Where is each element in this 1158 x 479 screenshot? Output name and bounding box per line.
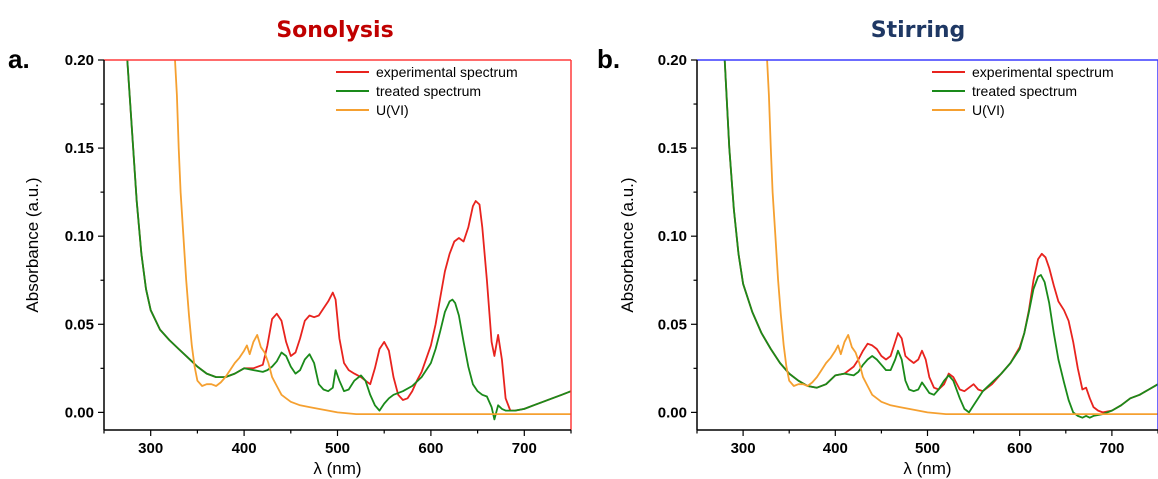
series-line-2 [766,60,1158,415]
series-line-2 [174,60,571,415]
x-tick-label: 700 [1099,440,1124,457]
y-tick-label: 0.20 [65,52,94,69]
y-tick-label: 0.20 [658,52,687,69]
legend-entry: U(VI) [376,102,409,118]
x-tick-label: 400 [823,440,848,457]
y-tick-label: 0.10 [65,228,94,245]
panel-letter: b. [597,44,620,74]
legend-entry: U(VI) [972,102,1005,118]
x-tick-label: 500 [915,440,940,457]
chart-title: Sonolysis [276,18,393,43]
chart-title: Stirring [871,18,966,43]
y-tick-label: 0.05 [658,316,687,333]
x-tick-label: 300 [138,440,163,457]
x-axis-title: λ (nm) [313,459,361,478]
y-tick-label: 0.00 [65,404,94,421]
chart-panel-b: Stirring b. 300 400 500 600 700 0.00 0.05 0.10 0.1… [597,18,1158,478]
series-line-1 [126,60,571,421]
y-tick-label: 0.15 [658,140,687,157]
y-tick-label: 0.15 [65,140,94,157]
y-tick-label: 0.00 [658,404,687,421]
panel-letter: a. [8,44,30,74]
chart-panel-a: Sonolysis a. 300 400 500 600 700 0.00 0.05 0.10 0.… [8,18,572,478]
y-tick-label: 0.05 [65,316,94,333]
legend-entry: treated spectrum [376,83,481,99]
x-tick-label: 500 [325,440,350,457]
legend-entry: experimental spectrum [376,64,518,80]
x-tick-label: 300 [731,440,756,457]
x-axis-title: λ (nm) [903,459,951,478]
legend-entry: experimental spectrum [972,64,1114,80]
series-line-1 [723,60,1158,419]
x-tick-label: 400 [232,440,257,457]
y-axis-title: Absorbance (a.u.) [618,177,637,312]
series-line-0 [723,60,1158,414]
y-axis-title: Absorbance (a.u.) [23,177,42,312]
x-tick-label: 700 [512,440,537,457]
y-tick-label: 0.10 [658,228,687,245]
x-tick-label: 600 [1007,440,1032,457]
x-tick-label: 600 [418,440,443,457]
legend-entry: treated spectrum [972,83,1077,99]
